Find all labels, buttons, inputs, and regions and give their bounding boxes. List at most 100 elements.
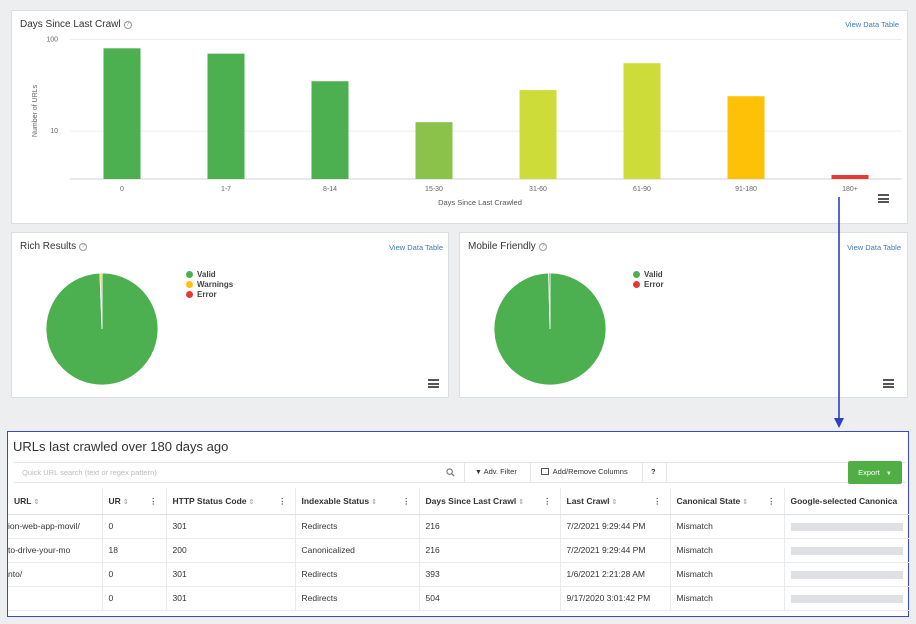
url-cell[interactable]: ion-web-app-movil/ (8, 514, 103, 539)
view-data-table-link[interactable]: View Data Table (389, 243, 443, 252)
table-cell: 216 (419, 514, 561, 539)
column-header[interactable]: Google-selected Canonica (784, 488, 910, 515)
adv-filter-button[interactable]: ▼ Adv. Filter (475, 467, 517, 476)
google-canonical-cell (784, 586, 910, 611)
mobile-friendly-legend: Valid Error (633, 270, 664, 290)
legend-item-error[interactable]: Error (633, 280, 664, 290)
sort-icon[interactable]: ⇕ (122, 498, 129, 506)
help-icon[interactable]: ? (123, 21, 132, 29)
url-cell[interactable] (8, 586, 103, 611)
legend-item-valid[interactable]: Valid (633, 270, 664, 280)
pie-slice-warnings[interactable] (99, 272, 103, 330)
table-cell: Redirects (295, 586, 420, 611)
column-header-label: HTTP Status Code (172, 495, 247, 506)
bar-1-7[interactable] (207, 53, 245, 179)
legend-item-warnings[interactable]: Warnings (186, 280, 233, 290)
column-header[interactable]: Indexable Status ⇕ ⋮ (295, 488, 420, 515)
redacted-value (790, 522, 903, 531)
table-cell: 301 (166, 514, 296, 539)
bar-91-180[interactable] (727, 96, 765, 179)
google-canonical-cell (784, 562, 910, 587)
column-header[interactable]: Last Crawl ⇕ ⋮ (560, 488, 671, 515)
bar-0[interactable] (103, 48, 141, 179)
chart-menu-icon[interactable] (428, 379, 439, 388)
rich-results-legend: Valid Warnings Error (186, 270, 233, 300)
days-since-last-crawl-panel: Days Since Last Crawl? View Data Table N… (11, 10, 908, 224)
table-cell: 504 (419, 586, 561, 611)
panel-title: Days Since Last Crawl? (20, 19, 132, 30)
url-cell[interactable]: nto/ (8, 562, 103, 587)
view-data-table-link[interactable]: View Data Table (847, 243, 901, 252)
sort-icon[interactable]: ⇕ (33, 498, 40, 506)
help-icon[interactable]: ? (79, 243, 88, 251)
column-menu-icon[interactable]: ⋮ (149, 496, 158, 506)
table-row[interactable]: to-drive-your-mo 18 200 Canonicalized 216 7/2… (8, 538, 910, 563)
table-cell: 9/17/2020 3:01:42 PM (560, 586, 671, 611)
bar-8-14[interactable] (311, 81, 349, 179)
export-button[interactable]: Export ▼ (848, 461, 902, 484)
panel-title: Mobile Friendly? (468, 241, 547, 252)
column-menu-icon[interactable]: ⋮ (767, 496, 776, 506)
table-cell: 1/6/2021 2:21:28 AM (560, 562, 671, 587)
toolbar-divider (530, 463, 531, 482)
legend-label: Warnings (197, 280, 234, 289)
column-menu-icon[interactable]: ⋮ (278, 496, 287, 506)
redacted-value (790, 594, 903, 603)
column-header-label: Google-selected Canonica (790, 495, 898, 506)
table-cell: Redirects (295, 562, 420, 587)
column-header-label: Indexable Status (301, 495, 370, 506)
table-cell: Mismatch (670, 514, 785, 539)
pie-slice-error[interactable] (548, 272, 551, 330)
table-cell: Mismatch (670, 538, 785, 563)
bar-31-60[interactable] (519, 90, 557, 179)
legend-item-valid[interactable]: Valid (186, 270, 233, 280)
column-header[interactable]: HTTP Status Code ⇕ ⋮ (166, 488, 296, 515)
y-tick-label: 10 (50, 128, 58, 135)
quick-url-search-input[interactable] (14, 463, 464, 482)
x-tick-label: 61-90 (633, 186, 651, 193)
help-button[interactable]: ? (651, 467, 656, 476)
sort-icon[interactable]: ⇕ (518, 498, 525, 506)
search-icon[interactable] (446, 468, 455, 477)
chart-menu-icon[interactable] (883, 379, 894, 388)
bar-61-90[interactable] (623, 63, 661, 179)
url-cell[interactable]: to-drive-your-mo (8, 538, 103, 563)
legend-dot (633, 281, 640, 288)
chart-menu-icon[interactable] (878, 194, 889, 203)
table-row[interactable]: nto/0 301 Redirects 393 1/6/2021 2:21:28 AM M… (8, 562, 910, 587)
table-title: URLs last crawled over 180 days ago (13, 439, 229, 454)
y-axis-label: Number of URLs (32, 84, 39, 137)
x-tick-label: 180+ (842, 186, 858, 193)
table-row[interactable]: ion-web-app-movil/0 301 Redirects 216 7/2/20… (8, 514, 910, 539)
column-header-label: UR (108, 495, 121, 506)
google-canonical-cell (784, 514, 910, 539)
legend-item-error[interactable]: Error (186, 290, 233, 300)
column-header-label: Canonical State (676, 495, 741, 506)
sort-icon[interactable]: ⇕ (742, 498, 749, 506)
add-remove-columns-button[interactable]: Add/Remove Columns (541, 467, 628, 476)
column-menu-icon[interactable]: ⋮ (653, 496, 662, 506)
redacted-value (790, 570, 903, 579)
table-cell: 301 (166, 562, 296, 587)
x-tick-label: 1-7 (221, 186, 231, 193)
toolbar-divider (666, 463, 667, 482)
bar-180+[interactable] (831, 175, 869, 179)
column-header[interactable]: UR ⇕ ⋮ (102, 488, 167, 515)
column-header-label: Days Since Last Crawl (425, 495, 517, 506)
bar-15-30[interactable] (415, 122, 453, 179)
column-header[interactable]: Canonical State ⇕ ⋮ (670, 488, 785, 515)
sort-icon[interactable]: ⇕ (371, 498, 377, 506)
table-cell: Canonicalized (295, 538, 420, 563)
legend-dot (633, 271, 640, 278)
help-icon[interactable]: ? (538, 243, 547, 251)
view-data-table-link[interactable]: View Data Table (845, 20, 899, 29)
x-tick-label: 91-180 (735, 186, 757, 193)
column-header[interactable]: URL ⇕ (8, 488, 103, 515)
sort-icon[interactable]: ⇕ (611, 498, 618, 506)
sort-icon[interactable]: ⇕ (248, 498, 255, 506)
column-menu-icon[interactable]: ⋮ (402, 496, 411, 506)
column-menu-icon[interactable]: ⋮ (543, 496, 552, 506)
column-header[interactable]: Days Since Last Crawl ⇕ ⋮ (419, 488, 561, 515)
table-row[interactable]: 0 301 Redirects 504 9/17/2020 3:01:42 PM Mism… (8, 586, 910, 611)
table-cell: 18 (102, 538, 167, 563)
